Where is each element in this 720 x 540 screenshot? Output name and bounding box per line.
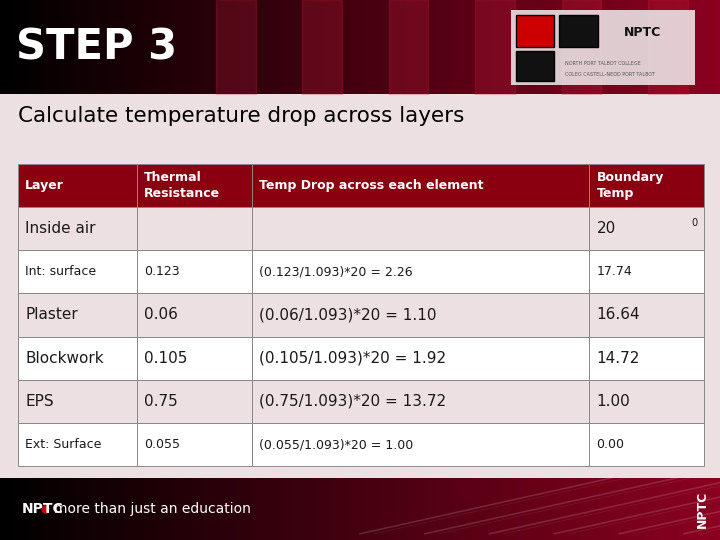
Text: Layer: Layer: [25, 179, 64, 192]
Text: NPTC: NPTC: [22, 502, 63, 516]
Text: Blockwork: Blockwork: [25, 350, 104, 366]
FancyBboxPatch shape: [252, 293, 589, 336]
FancyBboxPatch shape: [18, 336, 137, 380]
Text: 0.105: 0.105: [144, 350, 187, 366]
FancyBboxPatch shape: [18, 423, 137, 467]
FancyBboxPatch shape: [589, 250, 704, 293]
Text: COLEG CASTELL-NEDD PORT TALBOT: COLEG CASTELL-NEDD PORT TALBOT: [565, 71, 655, 77]
FancyBboxPatch shape: [511, 10, 695, 85]
Text: 0: 0: [691, 218, 698, 228]
FancyBboxPatch shape: [252, 336, 589, 380]
FancyBboxPatch shape: [589, 380, 704, 423]
Text: 20: 20: [596, 221, 616, 236]
Text: (0.06/1.093)*20 = 1.10: (0.06/1.093)*20 = 1.10: [259, 307, 436, 322]
Polygon shape: [648, 0, 688, 94]
FancyBboxPatch shape: [589, 293, 704, 336]
Text: 0.00: 0.00: [596, 438, 624, 451]
Text: (0.75/1.093)*20 = 13.72: (0.75/1.093)*20 = 13.72: [259, 394, 446, 409]
Text: Ext: Surface: Ext: Surface: [25, 438, 102, 451]
FancyBboxPatch shape: [137, 164, 252, 207]
Text: NORTH PORT TALBOT COLLEGE: NORTH PORT TALBOT COLLEGE: [565, 62, 641, 66]
Text: more than just an education: more than just an education: [54, 502, 251, 516]
FancyBboxPatch shape: [137, 207, 252, 250]
Polygon shape: [475, 0, 515, 94]
Text: 16.64: 16.64: [596, 307, 640, 322]
Text: (0.105/1.093)*20 = 1.92: (0.105/1.093)*20 = 1.92: [259, 350, 446, 366]
FancyBboxPatch shape: [252, 250, 589, 293]
FancyBboxPatch shape: [137, 423, 252, 467]
FancyBboxPatch shape: [18, 250, 137, 293]
FancyBboxPatch shape: [589, 423, 704, 467]
FancyBboxPatch shape: [252, 164, 589, 207]
FancyBboxPatch shape: [18, 207, 137, 250]
Text: NPTC: NPTC: [696, 490, 709, 528]
Polygon shape: [389, 0, 428, 94]
FancyBboxPatch shape: [137, 293, 252, 336]
FancyBboxPatch shape: [137, 336, 252, 380]
FancyBboxPatch shape: [137, 250, 252, 293]
FancyBboxPatch shape: [559, 16, 598, 47]
Text: 0.123: 0.123: [144, 265, 179, 278]
FancyBboxPatch shape: [516, 51, 554, 80]
Text: Inside air: Inside air: [25, 221, 96, 236]
Text: Thermal
Resistance: Thermal Resistance: [144, 171, 220, 200]
Text: Temp Drop across each element: Temp Drop across each element: [259, 179, 483, 192]
Text: EPS: EPS: [25, 394, 54, 409]
FancyBboxPatch shape: [589, 336, 704, 380]
Text: Int: surface: Int: surface: [25, 265, 96, 278]
FancyBboxPatch shape: [516, 16, 554, 47]
Text: 1.00: 1.00: [596, 394, 630, 409]
Text: (0.055/1.093)*20 = 1.00: (0.055/1.093)*20 = 1.00: [259, 438, 413, 451]
Text: Calculate temperature drop across layers: Calculate temperature drop across layers: [18, 106, 464, 126]
FancyBboxPatch shape: [252, 380, 589, 423]
Text: 17.74: 17.74: [596, 265, 632, 278]
Polygon shape: [302, 0, 342, 94]
Text: NPTC: NPTC: [624, 26, 661, 39]
Text: 14.72: 14.72: [596, 350, 640, 366]
FancyBboxPatch shape: [589, 207, 704, 250]
FancyBboxPatch shape: [18, 164, 137, 207]
Text: STEP 3: STEP 3: [16, 26, 177, 68]
FancyBboxPatch shape: [589, 164, 704, 207]
Text: Plaster: Plaster: [25, 307, 78, 322]
FancyBboxPatch shape: [252, 207, 589, 250]
FancyBboxPatch shape: [137, 380, 252, 423]
Polygon shape: [216, 0, 256, 94]
FancyBboxPatch shape: [18, 293, 137, 336]
Text: 0.06: 0.06: [144, 307, 178, 322]
Text: 0.75: 0.75: [144, 394, 178, 409]
FancyBboxPatch shape: [252, 423, 589, 467]
Polygon shape: [562, 0, 601, 94]
Text: (0.123/1.093)*20 = 2.26: (0.123/1.093)*20 = 2.26: [259, 265, 413, 278]
Text: Boundary
Temp: Boundary Temp: [596, 171, 664, 200]
Text: 0.055: 0.055: [144, 438, 180, 451]
FancyBboxPatch shape: [18, 380, 137, 423]
